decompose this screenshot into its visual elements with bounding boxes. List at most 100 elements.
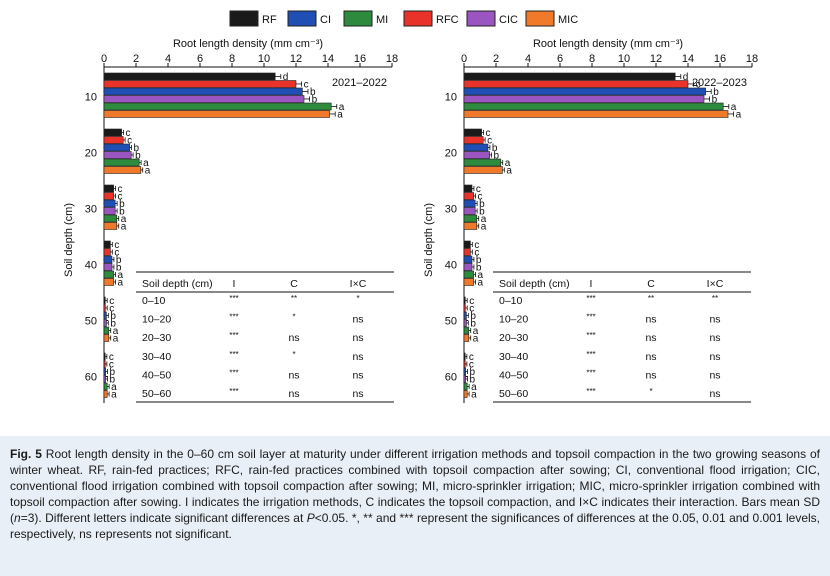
table-cell: * <box>356 294 359 303</box>
bar-mi <box>463 326 470 335</box>
significance-letter: b <box>116 255 122 266</box>
bar-mi <box>103 270 114 279</box>
significance-letter: b <box>135 151 141 162</box>
bar-rfc <box>463 360 466 368</box>
caption-fragment: n <box>14 511 21 525</box>
table-cell: 20–30 <box>142 332 171 344</box>
table-cell: ns <box>352 351 363 363</box>
significance-letter: a <box>736 110 742 121</box>
table-header-cell: Soil depth (cm) <box>499 278 570 290</box>
x-tick-label: 6 <box>197 53 203 65</box>
bar-rfc <box>103 80 297 88</box>
bar-rf <box>103 240 111 249</box>
significance-letter: a <box>505 158 511 169</box>
bar-cic <box>103 375 106 383</box>
x-tick-label: 8 <box>229 53 235 65</box>
bar-rf <box>463 296 466 305</box>
bar-rf <box>103 296 106 305</box>
table-cell: ns <box>709 314 720 326</box>
bar-mi <box>463 214 478 223</box>
bar-rfc <box>103 304 106 312</box>
bar-cic <box>463 375 466 383</box>
significance-letter: a <box>111 382 117 393</box>
significance-letter: a <box>478 270 484 281</box>
table-cell: ns <box>352 314 363 326</box>
significance-letter: b <box>110 319 116 330</box>
bar-rfc <box>103 360 106 368</box>
significance-letter: a <box>111 390 117 401</box>
bar-rf <box>103 184 114 193</box>
significance-letter: d <box>283 72 289 83</box>
table-header-cell: C <box>647 278 655 290</box>
bar-cic <box>463 319 467 327</box>
table-cell: ** <box>712 294 718 303</box>
significance-letter: b <box>494 151 500 162</box>
significance-letter: a <box>121 214 127 225</box>
bar-mi <box>103 214 118 223</box>
table-cell: *** <box>229 294 238 303</box>
bar-cic <box>103 151 132 159</box>
bar-rf <box>103 352 106 361</box>
x-tick-label: 0 <box>101 53 107 65</box>
significance-letter: c <box>474 248 479 259</box>
bar-mic <box>463 222 478 230</box>
significance-letter: c <box>469 296 474 307</box>
significance-letter: b <box>479 207 485 218</box>
significance-letter: b <box>110 367 116 378</box>
legend-label-cic: CIC <box>499 14 518 26</box>
bar-cic <box>463 263 473 271</box>
caption-fragment: Root length density in the 0–60 cm soil … <box>10 447 820 525</box>
table-cell: 10–20 <box>142 314 171 326</box>
table-cell: *** <box>229 368 238 377</box>
significance-letter: c <box>127 136 132 147</box>
significance-letter: b <box>116 263 122 274</box>
table-cell: 10–20 <box>499 314 528 326</box>
significance-letter: b <box>713 87 719 98</box>
bar-rf <box>103 128 122 137</box>
y-tick-label: 50 <box>445 316 457 328</box>
bar-cic <box>103 95 305 103</box>
table-cell: ** <box>291 294 297 303</box>
legend-item-cic: CIC <box>466 10 518 27</box>
significance-letter: c <box>478 192 483 203</box>
figure-caption: Fig. 5 Root length density in the 0–60 c… <box>10 446 820 542</box>
table-cell: *** <box>586 368 595 377</box>
x-tick-label: 12 <box>650 53 662 65</box>
significance-letter: c <box>474 240 479 251</box>
y-tick-label: 10 <box>85 92 97 104</box>
bar-rf <box>463 128 482 137</box>
x-tick-label: 2 <box>493 53 499 65</box>
significance-letter: a <box>143 158 149 169</box>
x-tick-label: 18 <box>746 53 758 65</box>
significance-letter: a <box>118 270 124 281</box>
significance-letter: a <box>481 222 487 233</box>
legend-label-mi: MI <box>376 14 388 26</box>
significance-letter: c <box>469 304 474 315</box>
bar-ci <box>103 87 303 96</box>
significance-letter: b <box>119 207 125 218</box>
caption-fragment: <0.05. *, ** and *** represent the signi… <box>10 511 820 541</box>
legend-swatch-rf <box>229 10 259 27</box>
x-tick-label: 4 <box>165 53 171 65</box>
significance-letter: d <box>683 72 689 83</box>
bar-rfc <box>103 136 124 144</box>
table-cell: 40–50 <box>142 369 171 381</box>
bar-rfc <box>463 192 474 200</box>
significance-letter: b <box>110 375 116 386</box>
significance-letter: b <box>492 143 498 154</box>
y-tick-label: 30 <box>445 204 457 216</box>
significance-letter: c <box>109 304 114 315</box>
significance-letter: a <box>506 166 512 177</box>
table-cell: 50–60 <box>499 388 528 400</box>
caption-fragment: =3). Different letters indicate signific… <box>20 511 307 525</box>
table-cell: ns <box>352 369 363 381</box>
caption-fragment: P <box>306 511 315 525</box>
bar-rfc <box>463 80 689 88</box>
table-cell: 20–30 <box>499 332 528 344</box>
significance-letter: c <box>114 248 119 259</box>
table-cell: ns <box>709 388 720 400</box>
bar-mi <box>103 382 108 391</box>
caption-box <box>0 436 830 576</box>
bar-ci <box>463 199 476 208</box>
